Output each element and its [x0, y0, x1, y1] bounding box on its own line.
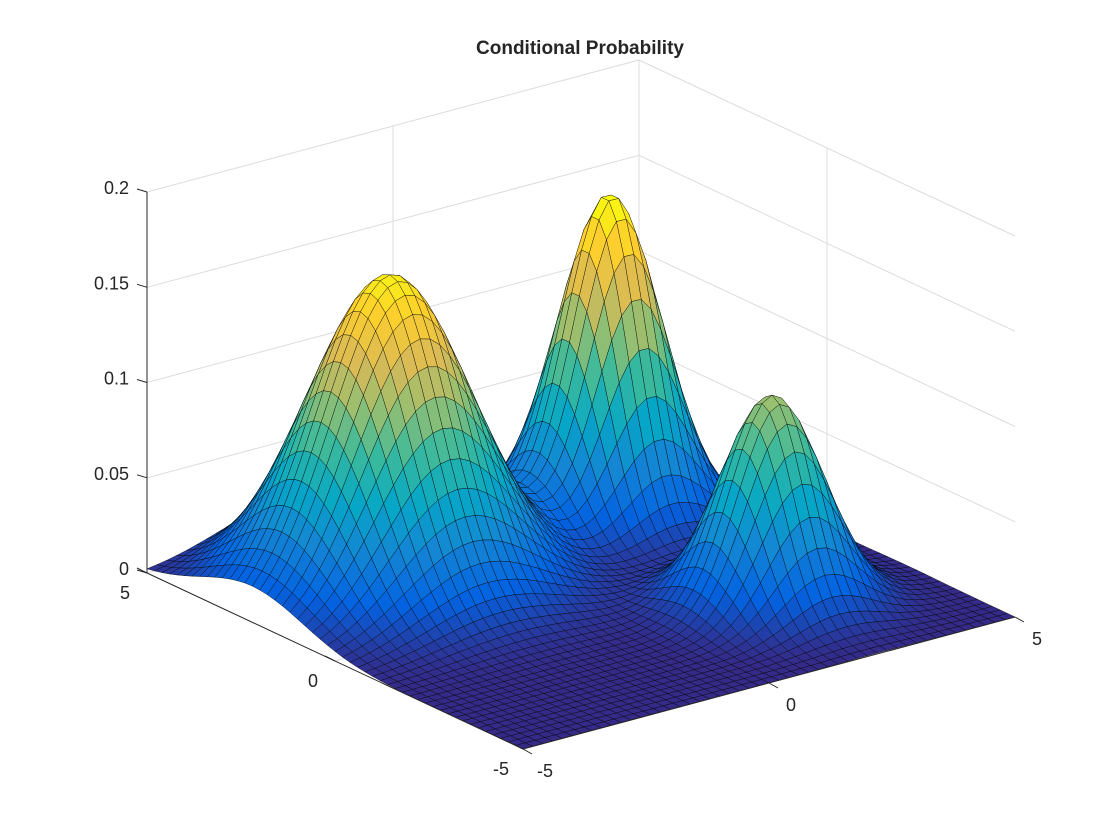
z-tick-label: 0 [119, 559, 129, 579]
z-tick-label: 0.1 [104, 369, 129, 389]
z-tick-label: 0.2 [104, 178, 129, 198]
x-tick-label: -5 [537, 761, 553, 781]
chart-title: Conditional Probability [476, 38, 684, 59]
x-tick-label: 5 [1032, 629, 1042, 649]
y-tick-label: -5 [493, 759, 509, 779]
z-tick-label: 0.05 [94, 464, 129, 484]
z-tick-mark [136, 188, 148, 193]
y-tick-label: 0 [308, 671, 318, 691]
z-tick-label: 0.15 [94, 273, 129, 293]
z-tick-mark [136, 379, 148, 383]
z-tick-mark [136, 474, 148, 479]
y-tick-label: 5 [120, 583, 130, 603]
surface-mesh [146, 194, 1016, 750]
y-tick-mark [324, 655, 336, 662]
x-tick-mark [1014, 616, 1025, 623]
y-tick-mark [136, 567, 148, 574]
x-tick-label: 0 [786, 695, 796, 715]
x-tick-mark [768, 682, 779, 689]
z-tick-mark [136, 283, 148, 288]
tick-labels: 0 0.05 0.1 0.15 0.2 -5 0 5 -5 0 5 [94, 178, 1042, 781]
x-tick-mark [522, 748, 533, 755]
y-tick-mark [512, 743, 524, 750]
